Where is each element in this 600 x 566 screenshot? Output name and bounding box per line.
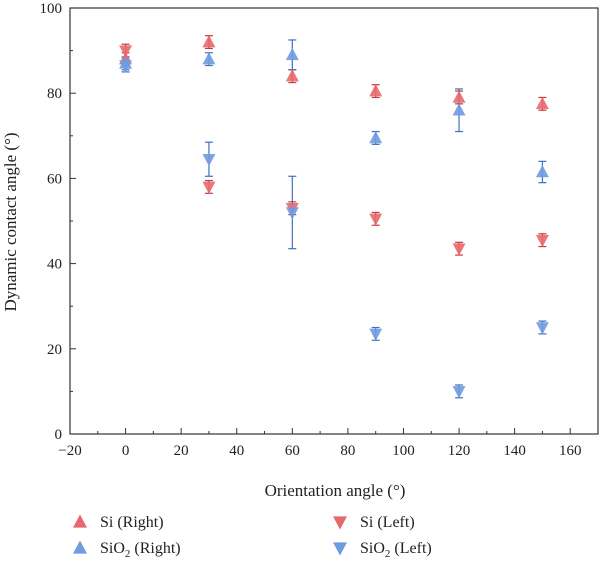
data-point [535,322,549,335]
data-point [452,90,466,103]
legend-marker [73,540,87,554]
legend-label: SiO2 (Left) [360,540,432,560]
legend-marker [333,516,347,530]
x-tick-label: −20 [58,443,81,459]
data-point [535,164,549,178]
x-tick-label: 120 [448,443,471,459]
y-tick-label: 100 [40,1,63,17]
y-axis-label: Dynamic contact angle (°) [1,132,20,311]
legend-label: Si (Right) [100,514,164,531]
x-axis-label: Orientation angle (°) [265,481,406,500]
x-tick-label: 20 [174,443,189,459]
data-point [202,35,216,48]
data-point [369,84,383,97]
data-point [285,207,299,220]
data-markers [119,35,549,399]
plot-frame [69,7,599,435]
legend: Si (Right) Si (Left) SiO2 (Right) SiO2 (Lef… [73,514,432,560]
x-tick-label: 0 [122,443,130,459]
data-point [452,103,466,116]
data-point [452,386,466,399]
data-point [535,234,549,248]
y-tick-label: 60 [47,171,62,187]
data-point [452,243,466,256]
data-point [202,153,216,167]
error-bars [121,35,547,399]
legend-marker [333,542,347,556]
data-point [119,60,133,73]
plot-axes [69,7,599,435]
y-tick-label: 40 [47,257,62,273]
y-tick-label: 80 [47,86,62,102]
data-point [285,69,299,82]
x-tick-label: 100 [392,443,415,459]
y-tick-label: 0 [55,427,63,443]
data-point [535,96,549,110]
legend-label: Si (Left) [360,514,415,531]
legend-marker [73,514,87,528]
data-point [202,52,216,65]
y-tick-label: 20 [47,342,62,358]
x-tick-label: 40 [229,443,244,459]
x-tick-label: 80 [340,443,355,459]
data-point [369,328,383,341]
data-point [285,47,299,61]
x-tick-label: 160 [559,443,582,459]
data-point [369,130,383,144]
legend-label: SiO2 (Right) [100,540,181,560]
data-point [369,213,383,226]
data-point [202,181,216,194]
x-tick-label: 60 [285,443,300,459]
x-tick-label: 140 [503,443,526,459]
data-point [119,45,133,58]
